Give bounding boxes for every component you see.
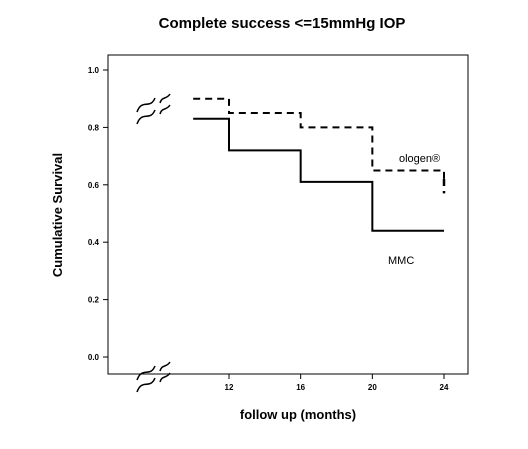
x-axis-label: follow up (months) [240,407,356,422]
y-tick-label: 0.6 [88,181,100,190]
series-line-ologen [193,97,445,180]
x-axis-break-mark [136,361,171,393]
y-axis-label: Cumulative Survival [50,153,65,277]
series-line-mmc [193,117,444,232]
series-group [193,97,446,232]
x-tick-label: 16 [296,383,305,392]
x-tick-label: 12 [225,383,234,392]
chart-title: Complete success <=15mmHg IOP [159,15,406,32]
y-tick-label: 0.4 [88,238,100,247]
y-tick-label: 0.2 [88,296,100,305]
y-axis-break-mark [136,93,171,125]
y-tick-label: 0.8 [88,123,100,132]
series-label-mmc: MMC [388,255,414,267]
series-label-ologen: ologen® [399,153,440,165]
y-tick-label: 0.0 [88,353,100,362]
x-tick-label: 20 [368,383,377,392]
y-tick-label: 1.0 [88,66,100,75]
y-axis-ticks: 0.0 0.2 0.4 0.6 0.8 1.0 [88,66,108,362]
x-tick-label: 24 [440,383,449,392]
x-axis-ticks: 12 16 20 24 [225,374,449,392]
plot-frame [107,54,469,375]
